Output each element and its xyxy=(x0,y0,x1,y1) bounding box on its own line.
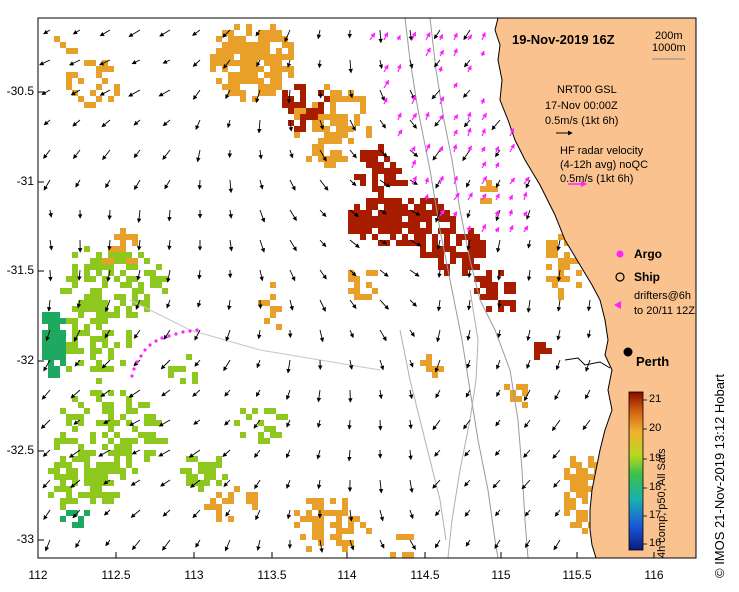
hf-legend-line: HF radar velocity xyxy=(560,145,644,157)
nrt-legend-line: 0.5m/s (1kt 6h) xyxy=(545,115,619,127)
colorbar-tick: 19 xyxy=(649,452,662,464)
colorbar-tick: 20 xyxy=(649,422,662,434)
drifters-label: drifters@6h xyxy=(634,290,692,302)
x-tick-label: 114 xyxy=(337,568,357,582)
perth-marker xyxy=(623,347,633,357)
x-tick-label: 113.5 xyxy=(257,568,287,582)
scale-label-200m: 200m xyxy=(655,30,683,42)
credit-text: © IMOS 21-Nov-2019 13:12 Hobart xyxy=(712,374,727,578)
place-label-perth: Perth xyxy=(636,354,670,369)
y-tick-label: -32.5 xyxy=(6,443,34,457)
hf-legend-line: (4-12h avg) noQC xyxy=(560,159,649,171)
axis-ticks xyxy=(37,91,655,558)
hf-legend-line: 0.5m/s (1kt 6h) xyxy=(560,173,634,185)
x-tick-label: 112.5 xyxy=(101,568,131,582)
colorbar-tick: 16 xyxy=(649,537,662,549)
y-tick-label: -31 xyxy=(16,174,34,188)
colorbar xyxy=(628,391,644,551)
hf-radar-vectors xyxy=(369,31,530,233)
map-title: 19-Nov-2019 16Z xyxy=(512,32,615,47)
drifter-track xyxy=(130,328,199,378)
x-tick-label: 112 xyxy=(28,568,48,582)
colorbar-tick: 21 xyxy=(649,393,662,405)
ship-symbol xyxy=(615,272,625,282)
x-tick-label: 116 xyxy=(644,568,664,582)
x-tick-label: 115 xyxy=(491,568,511,582)
scale-label-1000m: 1000m xyxy=(652,42,686,54)
nrt-legend-line: NRT00 GSL xyxy=(557,84,617,96)
drifters-label: to 20/11 12Z xyxy=(634,305,695,317)
x-tick-label: 114.5 xyxy=(410,568,440,582)
nrt-velocity-vectors xyxy=(39,29,592,553)
coastline-detail xyxy=(564,357,611,369)
y-tick-label: -32 xyxy=(16,353,34,367)
y-tick-label: -31.5 xyxy=(6,263,34,277)
y-tick-label: -33 xyxy=(16,532,34,546)
drifter-symbol xyxy=(614,301,621,309)
plot-frame xyxy=(37,17,697,559)
colorbar-tick: 18 xyxy=(649,481,662,493)
colorbar-tick: 17 xyxy=(649,509,662,521)
x-tick-label: 113 xyxy=(184,568,204,582)
bathymetry-contours xyxy=(129,18,529,558)
colorbar-title: 4h comp, p50, All Sats xyxy=(656,448,668,558)
ship-label: Ship xyxy=(634,270,660,284)
land-mass xyxy=(494,18,696,558)
argo-symbol xyxy=(616,250,624,258)
y-tick-label: -30.5 xyxy=(6,84,34,98)
nrt-legend-line: 17-Nov 00:00Z xyxy=(545,100,618,112)
x-tick-label: 115.5 xyxy=(562,568,592,582)
argo-label: Argo xyxy=(634,247,662,261)
